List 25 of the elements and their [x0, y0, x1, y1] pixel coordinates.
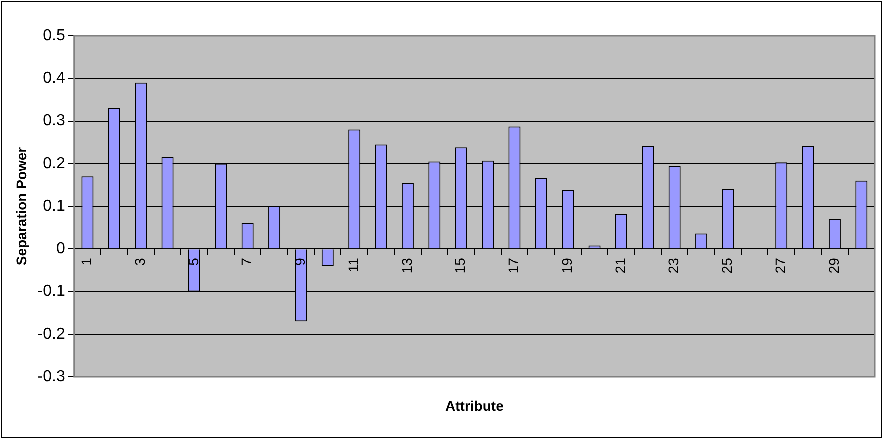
x-tick-label: 23	[666, 258, 682, 274]
x-tick-label: 29	[826, 258, 842, 274]
y-tick-label: 0.4	[43, 70, 66, 88]
x-axis-title: Attribute	[446, 398, 504, 414]
y-axis-title: Separation Power	[13, 146, 30, 266]
x-tick-label: 5	[185, 258, 202, 266]
x-tick-label: 17	[506, 258, 522, 274]
x-tick-label: 11	[345, 258, 362, 273]
y-tick-label: 0.2	[43, 155, 66, 172]
y-tick-label: 0.5	[43, 27, 66, 44]
y-tick-label: -0.1	[38, 283, 66, 300]
y-tick-label: -0.2	[38, 326, 66, 343]
y-tick-label: 0	[56, 240, 66, 258]
x-tick-label: 1	[78, 258, 95, 266]
x-tick-label: 21	[612, 258, 628, 274]
y-tick-label: 0.1	[43, 198, 66, 215]
x-tick-label: 19	[558, 258, 575, 274]
y-tick-label: 0.3	[43, 112, 66, 130]
x-tick-label: 3	[132, 258, 148, 266]
x-tick-label: 25	[719, 258, 736, 274]
x-tick-label: 27	[772, 258, 788, 274]
x-tick-label: 13	[398, 258, 415, 274]
x-tick-label: 15	[452, 258, 468, 274]
x-tick-label: 7	[238, 258, 255, 266]
y-tick-label: -0.3	[38, 368, 66, 386]
